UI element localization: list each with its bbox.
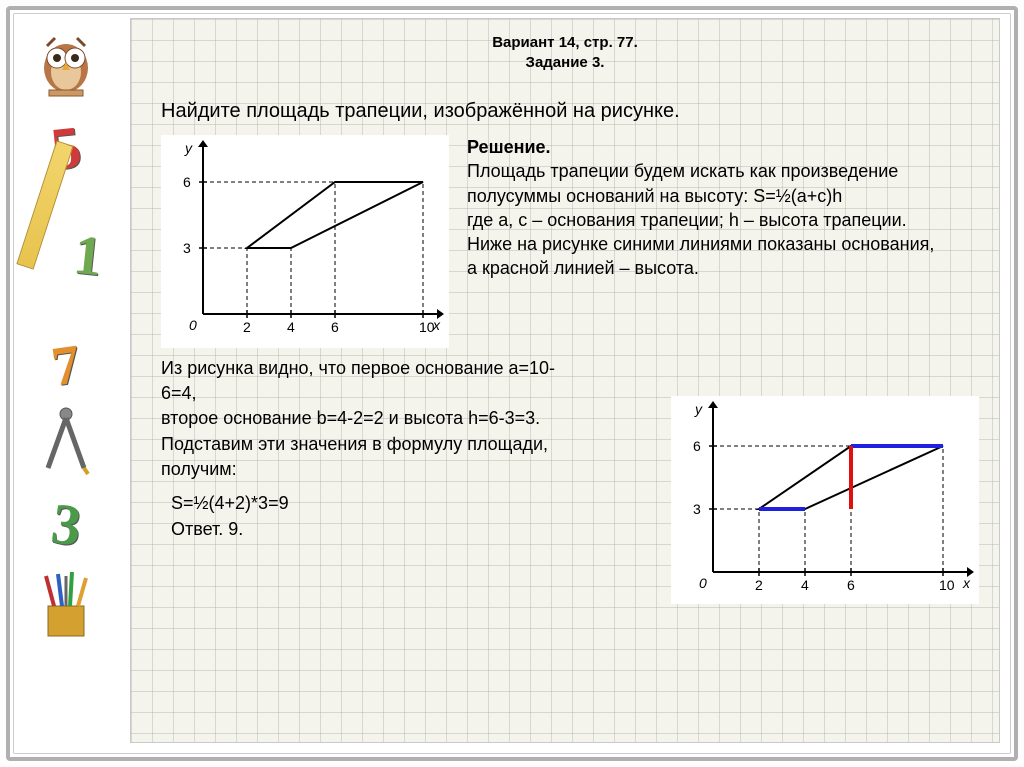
work-l1: Из рисунка видно, что первое основание a… <box>161 358 555 403</box>
chart-1: 0xy2461036 <box>161 135 449 348</box>
solution-p1: Площадь трапеции будем искать как произв… <box>467 161 898 205</box>
svg-text:3: 3 <box>183 240 191 256</box>
digit-1-icon: 1 <box>71 227 105 286</box>
solution-p3: Ниже на рисунке синими линиями показаны … <box>467 234 934 254</box>
pencil-cup-icon <box>32 570 100 640</box>
ruler-and-1: 1 <box>26 198 106 318</box>
header-line1: Вариант 14, стр. 77. <box>131 33 999 53</box>
svg-text:x: x <box>962 575 971 591</box>
work-l3: Подставим эти значения в формулу площади… <box>161 434 548 479</box>
compass-icon <box>36 404 96 476</box>
digit-3-icon: 3 <box>48 494 85 555</box>
header-line2: Задание 3. <box>131 53 999 73</box>
svg-text:y: y <box>184 140 193 156</box>
sidebar: 5 1 7 3 <box>18 18 114 748</box>
work-text: Из рисунка видно, что первое основание a… <box>161 356 561 604</box>
svg-text:0: 0 <box>699 575 707 591</box>
digit-7-icon: 7 <box>48 336 84 395</box>
solution-p4: а красной линией – высота. <box>467 258 699 278</box>
answer-calc: S=½(4+2)*3=9 <box>171 493 289 513</box>
work-l2: второе основание b=4-2=2 и высота h=6-3=… <box>161 408 540 428</box>
svg-text:4: 4 <box>287 319 295 335</box>
answer-block: S=½(4+2)*3=9 Ответ. 9. <box>171 490 561 542</box>
svg-text:10: 10 <box>419 319 435 335</box>
svg-text:6: 6 <box>331 319 339 335</box>
answer-final: Ответ. 9. <box>171 519 243 539</box>
solution-title: Решение. <box>467 137 551 157</box>
row-1: 0xy2461036 Решение. Площадь трапеции буд… <box>161 135 999 348</box>
solution-p2: где а, с – основания трапеции; h – высот… <box>467 210 907 230</box>
header: Вариант 14, стр. 77. Задание 3. <box>131 33 999 72</box>
content-panel: Вариант 14, стр. 77. Задание 3. Найдите … <box>130 18 1000 743</box>
svg-text:6: 6 <box>693 438 701 454</box>
owl-icon <box>29 24 103 98</box>
svg-text:6: 6 <box>847 577 855 593</box>
svg-text:4: 4 <box>801 577 809 593</box>
task-text: Найдите площадь трапеции, изображённой н… <box>161 100 999 123</box>
svg-text:y: y <box>694 401 703 417</box>
svg-text:6: 6 <box>183 174 191 190</box>
row-2: Из рисунка видно, что первое основание a… <box>161 356 999 604</box>
chart-2: 0 x y 2 4 6 10 3 6 <box>671 396 979 604</box>
svg-text:0: 0 <box>189 317 197 333</box>
solution-text: Решение. Площадь трапеции будем искать к… <box>467 135 999 348</box>
svg-text:3: 3 <box>693 501 701 517</box>
svg-text:2: 2 <box>755 577 763 593</box>
ruler-icon <box>16 140 73 269</box>
svg-text:2: 2 <box>243 319 251 335</box>
svg-text:10: 10 <box>939 577 955 593</box>
